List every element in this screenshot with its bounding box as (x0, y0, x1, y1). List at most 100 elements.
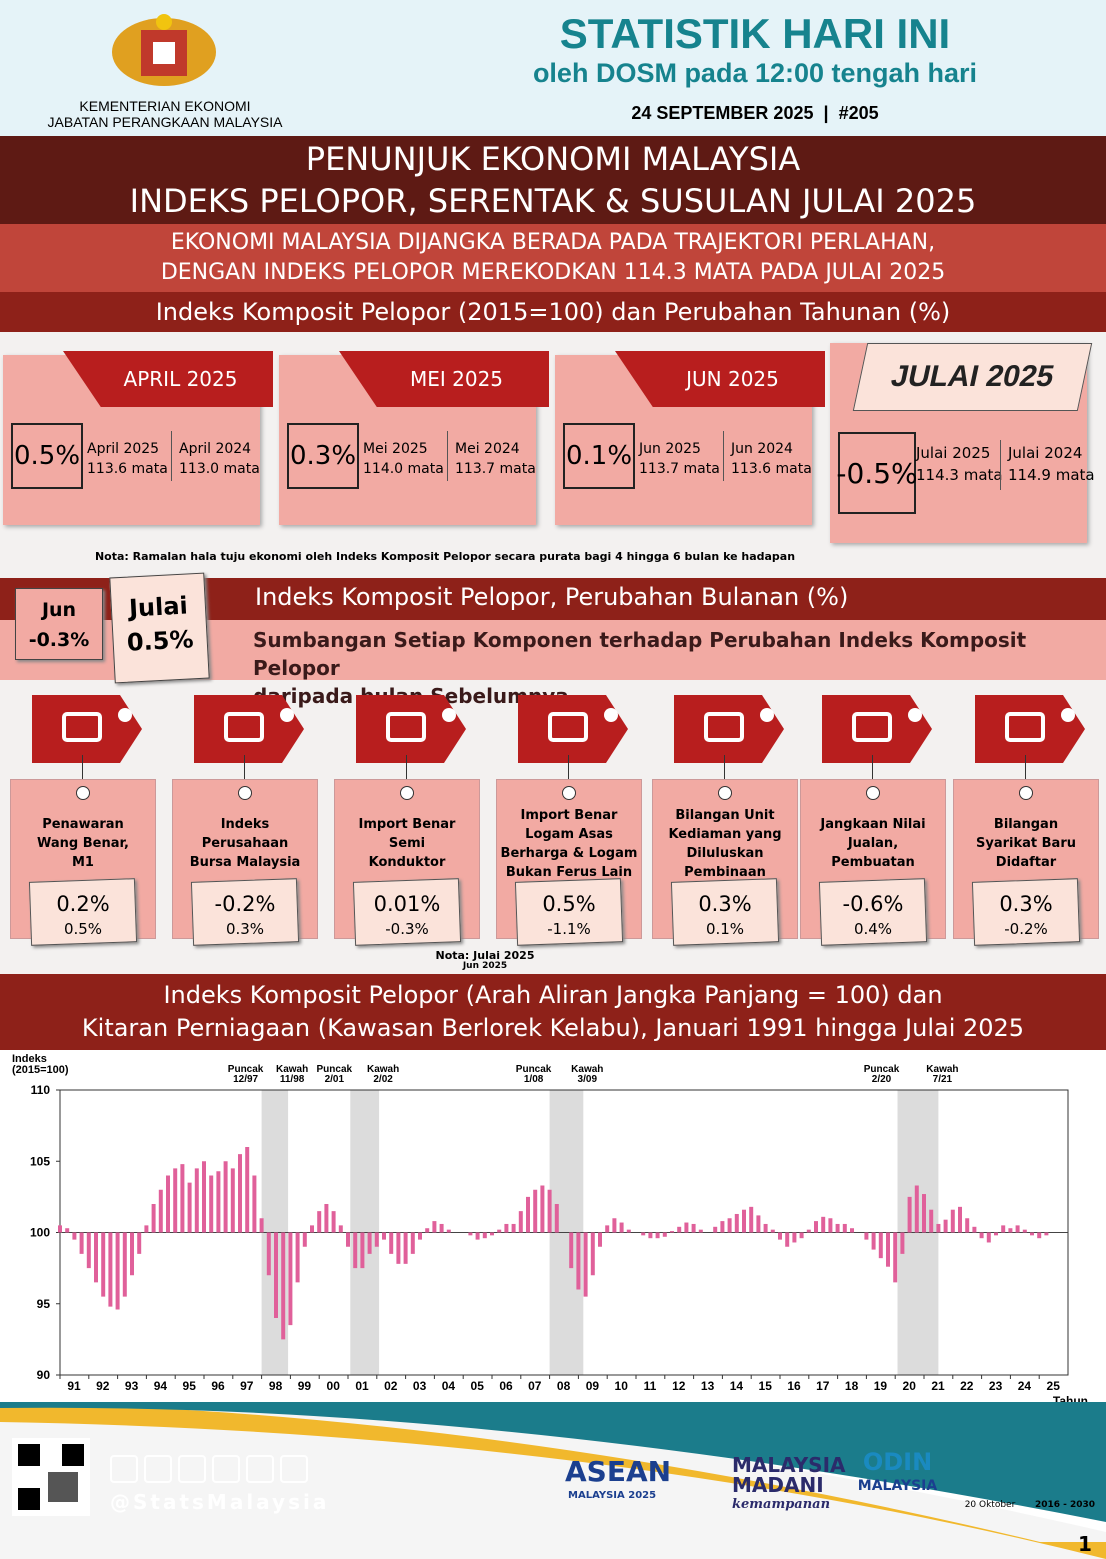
component-name: Bursa Malaysia (189, 855, 301, 870)
monthly-title: Indeks Komposit Pelopor, Perubahan Bulan… (255, 583, 849, 611)
x-tick-label: 01 (355, 1379, 369, 1393)
card-label: Julai 2024 (1008, 444, 1083, 462)
logo-text: MALAYSIA (857, 1478, 938, 1494)
title: STATISTIK HARI INI (559, 10, 951, 57)
logo-text: MADANI (732, 1473, 824, 1497)
component-name: M1 (72, 855, 94, 870)
icon-glyph (852, 712, 892, 742)
component-current: 0.2% (56, 892, 110, 916)
component-previous: 0.4% (853, 920, 893, 938)
month-box: Julai 0.5% (109, 572, 210, 684)
x-tick-label: 96 (211, 1379, 225, 1393)
card-tab: MEI 2025 (339, 351, 549, 407)
icon-tag (194, 695, 304, 763)
component-name: Kediaman yang (668, 827, 782, 842)
peak-date: 1/08 (524, 1074, 544, 1085)
section-title: Indeks Komposit Pelopor (2015=100) dan P… (0, 292, 1106, 332)
x-tick-label: 07 (528, 1379, 542, 1393)
peak-label: Puncak (516, 1064, 552, 1075)
card-label: Jun 2025 (639, 441, 701, 457)
icon-tag (975, 695, 1085, 763)
subtitle: oleh DOSM pada 12:00 tengah hari (532, 58, 978, 88)
card-label: Julai 2025 (916, 444, 991, 462)
x-tick-label: 92 (96, 1379, 110, 1393)
banner-line: PENUNJUK EKONOMI MALAYSIA (305, 140, 801, 178)
component-name: Konduktor (368, 855, 446, 870)
x-tick-label: 03 (413, 1379, 427, 1393)
note: Nota: Ramalan hala tuju ekonomi oleh Ind… (94, 550, 796, 563)
icon-hole (442, 708, 456, 722)
x-tick-label: 18 (845, 1379, 859, 1393)
icon[interactable] (178, 1455, 206, 1483)
trough-date: 3/09 (578, 1074, 598, 1085)
component-name: Logam Asas (525, 827, 613, 842)
component-previous: -1.1% (547, 920, 591, 938)
month-label: Julai (128, 591, 189, 623)
component-previous: 0.3% (225, 920, 265, 938)
icon-hole (760, 708, 774, 722)
component-name: Pembinaan (684, 865, 766, 880)
string (724, 755, 725, 787)
icon[interactable] (110, 1455, 138, 1483)
trough-label: Kawah (571, 1064, 603, 1075)
string-hole (76, 786, 90, 800)
x-tick-label: 16 (787, 1379, 801, 1393)
chart-title: Indeks Komposit Pelopor (Arah Aliran Jan… (0, 974, 1106, 1050)
x-tick-label: 15 (759, 1379, 773, 1393)
x-tick-label: 21 (931, 1379, 945, 1393)
x-axis-label: Tahun (1053, 1394, 1088, 1402)
x-tick-label: 20 (903, 1379, 917, 1393)
icon[interactable] (144, 1455, 172, 1483)
x-tick-label: 19 (874, 1379, 888, 1393)
component-name: Jangkaan Nilai (820, 817, 926, 832)
component-previous: -0.3% (385, 920, 429, 938)
trough-date: 2/02 (373, 1074, 393, 1085)
icon[interactable] (212, 1455, 240, 1483)
string-hole (400, 786, 414, 800)
social-icons (110, 1455, 308, 1483)
x-tick-label: 25 (1047, 1379, 1061, 1393)
x-tick-label: 09 (586, 1379, 600, 1393)
string-hole (866, 786, 880, 800)
change-box: -0.5% (836, 432, 918, 514)
string (244, 755, 245, 787)
x-tick-label: 11 (644, 1379, 657, 1393)
chart-title-line: Indeks Komposit Pelopor (Arah Aliran Jan… (163, 981, 943, 1009)
string-hole (718, 786, 732, 800)
component-current: 0.01% (373, 892, 441, 916)
component-name: Bukan Ferus Lain (505, 865, 633, 880)
subtitle-line: Sumbangan Setiap Komponen terhadap Perub… (253, 628, 1027, 680)
component-name: Import Benar (520, 808, 618, 823)
icon-tag (356, 695, 466, 763)
component-name: Perusahaan (201, 836, 289, 851)
x-tick-label: 06 (499, 1379, 513, 1393)
icon[interactable] (280, 1455, 308, 1483)
component-name: Berharga & Logam (500, 846, 638, 861)
logo-text: ODIN (862, 1448, 933, 1476)
string (406, 755, 407, 787)
social-handle: @StatsMalaysia (110, 1490, 330, 1514)
note-line: Jun 2025 (462, 961, 508, 971)
component-current: 0.3% (999, 892, 1053, 916)
trough-label: Kawah (367, 1064, 399, 1075)
icon-glyph (224, 712, 264, 742)
card-tab: JUN 2025 (615, 351, 825, 407)
month-label: Jun (41, 599, 77, 621)
peak-date: 12/97 (233, 1074, 258, 1085)
card-value: 114.9 mata (1008, 466, 1095, 484)
y-axis-label: Indeks (12, 1053, 47, 1065)
x-tick-label: 95 (183, 1379, 197, 1393)
icon[interactable] (246, 1455, 274, 1483)
card-value: 113.6 mata (731, 461, 812, 477)
trough-date: 11/98 (280, 1074, 305, 1085)
string-hole (562, 786, 576, 800)
ministry-line: JABATAN PERANGKAAN MALAYSIA (47, 114, 283, 130)
component-name: Bilangan (993, 817, 1059, 832)
banner-line: INDEKS PELOPOR, SERENTAK & SUSULAN JULAI… (129, 182, 977, 220)
component-previous: 0.5% (63, 920, 103, 938)
string (872, 755, 873, 787)
string (1025, 755, 1026, 787)
component-name: Import Benar (358, 817, 456, 832)
component-name: Semi (388, 836, 426, 851)
